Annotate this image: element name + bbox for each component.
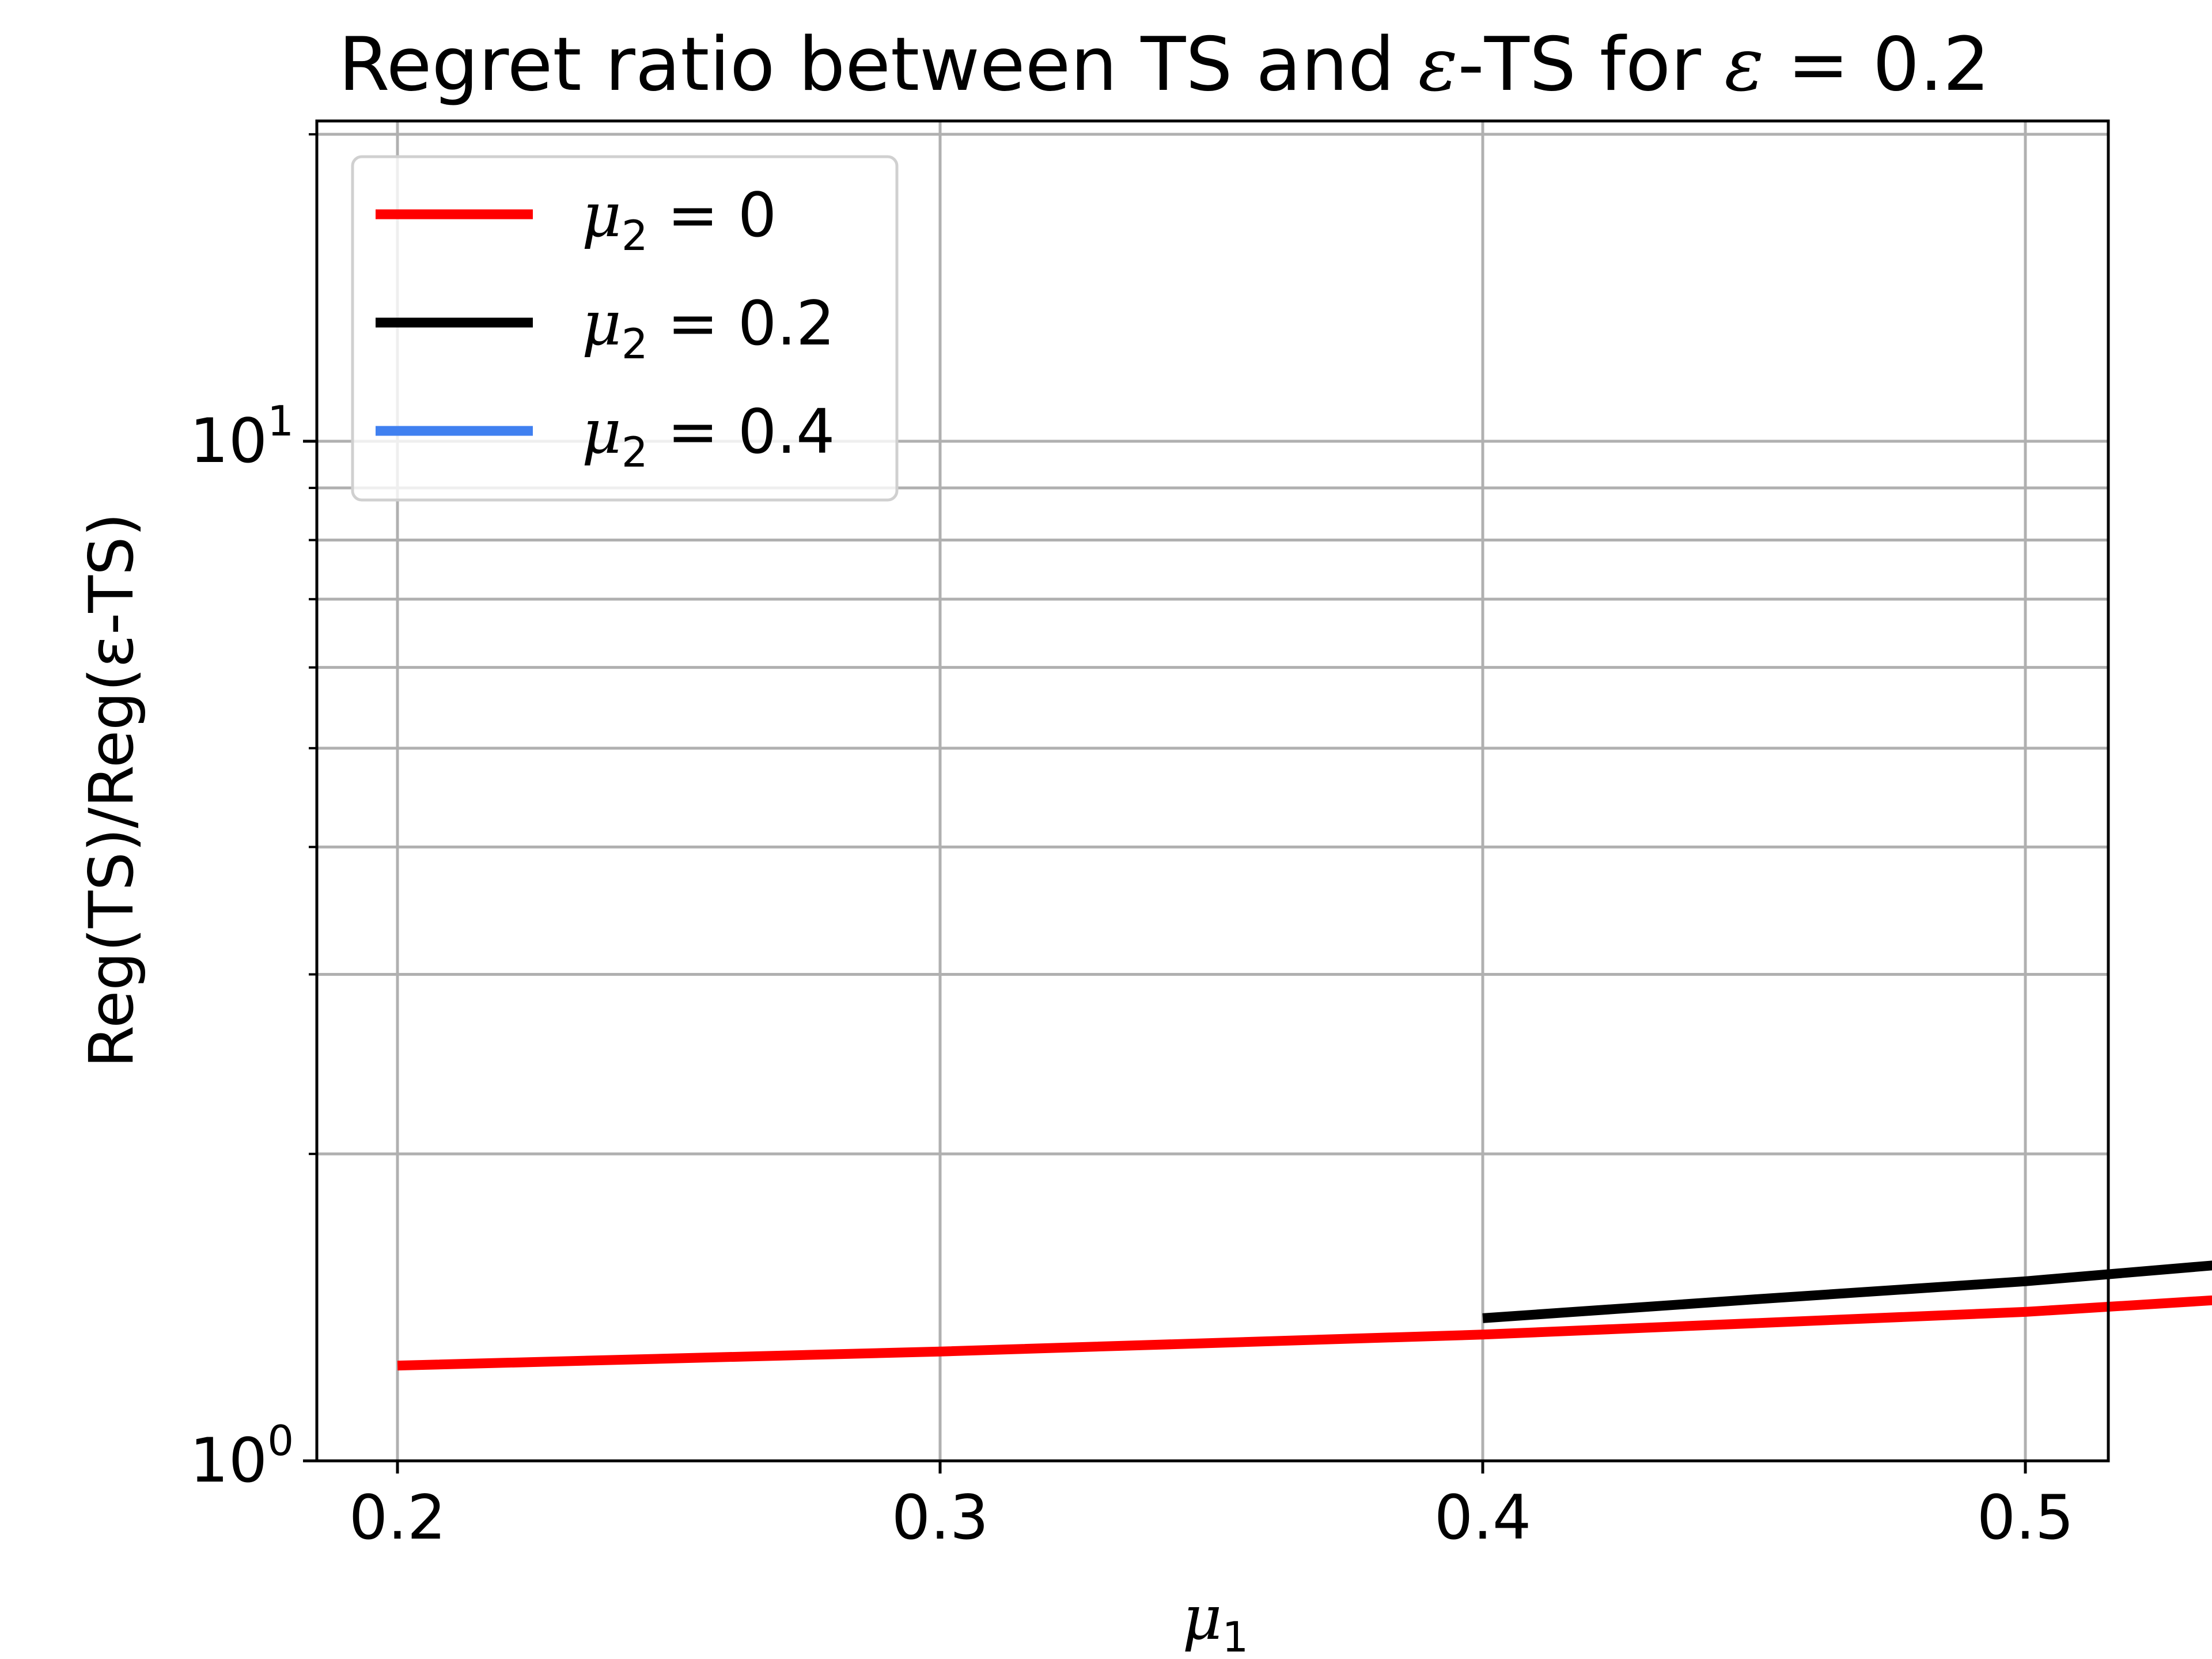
x-tick-label: 0.5 [1977,1482,2074,1553]
title-part-1: Regret ratio between TS and [339,22,1418,108]
series-line-1 [397,1295,2212,1371]
chart-title: Regret ratio between TS and ε-TS for ε =… [339,22,1990,108]
series-lines [397,1260,2212,1371]
title-part-2: -TS for [1458,22,1725,108]
plot-frame [315,119,2110,1463]
series-line-2 [1482,1260,2212,1323]
x-tick-label: 0.4 [1434,1482,1532,1553]
y-axis-label: Reg(TS)/Reg(ε-TS) [76,513,147,1068]
axis-ticks: 0.20.30.40.50.60.70.8100101 [190,133,2074,1553]
y-tick-exponent: 1 [267,397,294,445]
legend-box [351,155,899,502]
title-part-3: = 0.2 [1764,22,1990,108]
y-tick-exponent: 0 [267,1416,294,1465]
legend-label-3: μ2 = 0.4 [582,396,835,476]
x-axis-label-subscript: 1 [1222,1613,1249,1659]
title-epsilon-1: ε [1418,22,1458,108]
legend: μ2 = 0 μ2 = 0.2 μ2 = 0.4 [351,155,899,502]
legend-label-2: μ2 = 0.2 [582,288,835,368]
x-tick-label: 0.3 [892,1482,989,1553]
y-tick-label: 101 [190,397,294,476]
x-axis-label: μ1 [1183,1582,1249,1659]
y-tick-base: 10 [190,406,267,476]
x-axis-label-symbol: μ [1183,1582,1222,1653]
y-tick-base: 10 [190,1425,267,1496]
y-tick-label: 100 [190,1416,294,1496]
legend-label-1: μ2 = 0 [582,180,777,260]
x-tick-label: 0.2 [349,1482,446,1553]
title-epsilon-2: ε [1725,22,1764,108]
